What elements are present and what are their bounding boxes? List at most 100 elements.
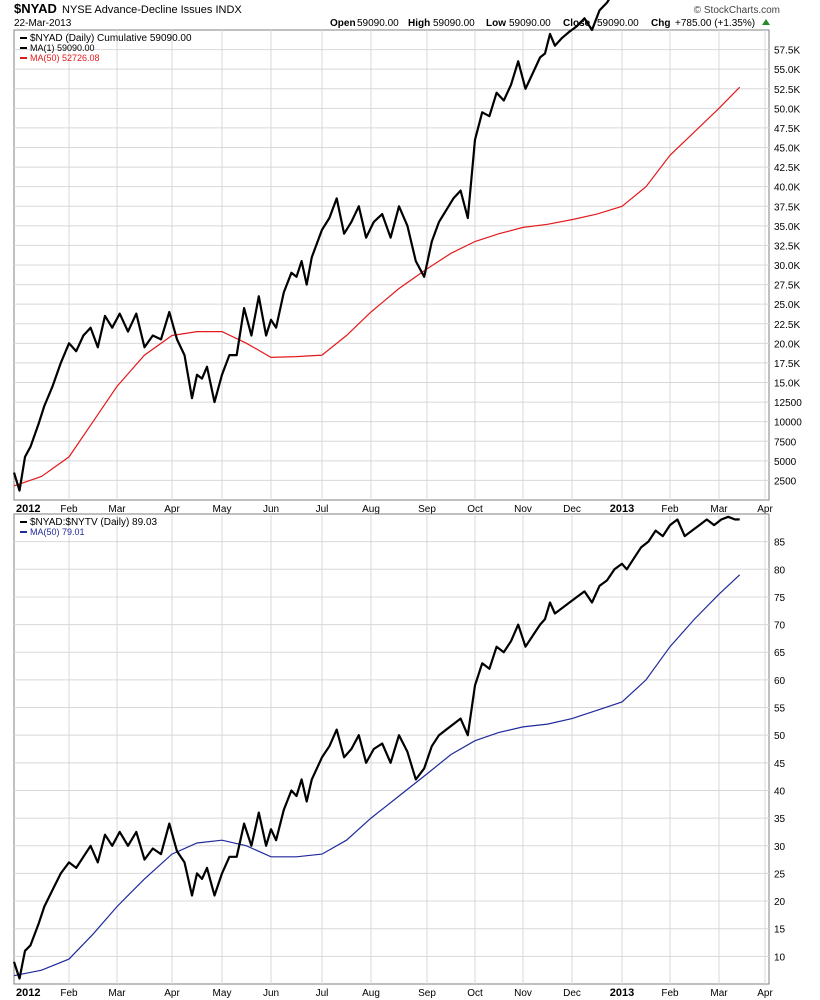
open-value: 59090.00 <box>357 18 399 29</box>
bottom-x-tick-6: Jul <box>316 988 329 999</box>
bottom-y-tick-7: 45 <box>774 759 786 770</box>
top-x-tick-4: May <box>213 504 232 515</box>
close-value: 59090.00 <box>597 18 639 29</box>
top-y-tick-17: 45.0K <box>774 144 800 155</box>
top-y-tick-0: 2500 <box>774 476 797 487</box>
high-label: High <box>408 18 430 29</box>
bottom-y-tick-0: 10 <box>774 952 786 963</box>
top-nyad-line <box>12 0 610 492</box>
top-x-tick-6: Jul <box>316 504 329 515</box>
legend-nyad: $NYAD (Daily) Cumulative 59090.00 <box>30 33 192 44</box>
bottom-x-tick-3: Apr <box>164 988 180 999</box>
bottom-y-tick-5: 35 <box>774 814 786 825</box>
chg-label: Chg <box>651 18 670 29</box>
top-y-tick-2: 7500 <box>774 437 797 448</box>
bottom-y-tick-4: 30 <box>774 842 786 853</box>
top-y-tick-19: 50.0K <box>774 104 800 115</box>
top-horizontal-grid <box>14 49 769 481</box>
top-y-tick-15: 40.0K <box>774 183 800 194</box>
legend-ma1: MA(1) 59090.00 <box>30 43 95 53</box>
top-y-tick-4: 12500 <box>774 398 802 409</box>
top-x-tick-7: Aug <box>362 504 380 515</box>
bottom-x-tick-7: Aug <box>362 988 380 999</box>
top-y-tick-1: 5000 <box>774 457 797 468</box>
top-x-tick-5: Jun <box>263 504 279 515</box>
top-ma50-line <box>13 86 741 487</box>
bottom-x-tick-13: Feb <box>661 988 679 999</box>
bottom-panel: 10 15 20 25 30 35 40 45 50 55 60 65 70 75 80 85 $NYAD:$… <box>12 513 786 999</box>
top-x-tick-11: Dec <box>563 504 581 515</box>
bottom-x-tick-8: Sep <box>418 988 436 999</box>
bottom-x-tick-14: Mar <box>710 988 728 999</box>
top-x-tick-13: Feb <box>661 504 679 515</box>
symbol-description: NYSE Advance-Decline Issues INDX <box>62 4 242 16</box>
low-value: 59090.00 <box>509 18 551 29</box>
top-y-tick-16: 42.5K <box>774 163 800 174</box>
top-y-tick-14: 37.5K <box>774 202 800 213</box>
top-x-tick-1: Feb <box>60 504 78 515</box>
bottom-x-tick-1: Feb <box>60 988 78 999</box>
top-y-tick-13: 35.0K <box>774 222 800 233</box>
top-x-tick-3: Apr <box>164 504 180 515</box>
top-x-tick-10: Nov <box>514 504 532 515</box>
legend-ratio: $NYAD:$NYTV (Daily) 89.03 <box>30 517 158 528</box>
top-y-tick-9: 25.0K <box>774 300 800 311</box>
top-panel: 2500 5000 7500 10000 12500 15.0K 17.5K 20.0K 22.… <box>12 0 802 515</box>
bottom-y-tick-12: 70 <box>774 621 786 632</box>
top-x-tick-8: Sep <box>418 504 436 515</box>
legend-ma50-bottom: MA(50) 79.01 <box>30 527 85 537</box>
close-label: Close <box>563 18 591 29</box>
bottom-y-tick-10: 60 <box>774 676 786 687</box>
bottom-y-tick-14: 80 <box>774 565 786 576</box>
top-y-tick-3: 10000 <box>774 418 802 429</box>
legend-ma50: MA(50) 52726.08 <box>30 53 100 63</box>
bottom-y-tick-labels: 10 15 20 25 30 35 40 45 50 55 60 65 70 75 80 85 <box>774 538 786 964</box>
bottom-x-tick-15: Apr <box>757 988 773 999</box>
bottom-y-tick-6: 40 <box>774 786 786 797</box>
bottom-y-tick-8: 50 <box>774 731 786 742</box>
bottom-panel-frame <box>13 513 770 985</box>
bottom-ma50-line <box>13 574 741 977</box>
copyright-text: © StockCharts.com <box>694 5 780 16</box>
bottom-y-tick-9: 55 <box>774 704 786 715</box>
bottom-y-tick-3: 25 <box>774 869 786 880</box>
bottom-x-tick-0: 2012 <box>16 987 40 999</box>
top-x-tick-14: Mar <box>710 504 728 515</box>
top-y-tick-8: 22.5K <box>774 320 800 331</box>
top-y-tick-7: 20.0K <box>774 339 800 350</box>
chg-value: +785.00 (+1.35%) <box>675 18 755 29</box>
bottom-x-tick-labels: 2012 Feb Mar Apr May Jun Jul Aug Sep Oct Nov Dec 201… <box>16 987 773 999</box>
bottom-legend: $NYAD:$NYTV (Daily) 89.03 MA(50) 79.01 <box>20 517 158 537</box>
bottom-x-tick-2: Mar <box>108 988 126 999</box>
bottom-horizontal-grid <box>14 541 769 957</box>
ohlc-readout: Open 59090.00 High 59090.00 Low 59090.00… <box>330 18 770 29</box>
top-x-tick-9: Oct <box>467 504 483 515</box>
low-label: Low <box>486 18 506 29</box>
top-y-tick-21: 55.0K <box>774 65 800 76</box>
chart-date: 22-Mar-2013 <box>14 18 72 29</box>
bottom-x-tick-12: 2013 <box>610 987 634 999</box>
open-label: Open <box>330 18 356 29</box>
bottom-y-tick-15: 85 <box>774 538 786 549</box>
top-x-tick-0: 2012 <box>16 503 40 515</box>
bottom-x-tick-5: Jun <box>263 988 279 999</box>
top-y-tick-6: 17.5K <box>774 359 800 370</box>
top-x-tick-labels: 2012 Feb Mar Apr May Jun Jul Aug Sep Oct Nov Dec 201… <box>16 503 773 515</box>
bottom-y-tick-13: 75 <box>774 593 786 604</box>
top-x-tick-12: 2013 <box>610 503 634 515</box>
bottom-x-tick-11: Dec <box>563 988 581 999</box>
top-y-tick-labels: 2500 5000 7500 10000 12500 15.0K 17.5K 20.0K 22.… <box>774 46 802 488</box>
top-y-tick-10: 27.5K <box>774 281 800 292</box>
top-y-tick-11: 30.0K <box>774 261 800 272</box>
bottom-y-tick-11: 65 <box>774 648 786 659</box>
top-x-tick-15: Apr <box>757 504 773 515</box>
bottom-y-tick-1: 15 <box>774 925 786 936</box>
top-legend: $NYAD (Daily) Cumulative 59090.00 MA(1) … <box>20 33 192 63</box>
symbol-title: $NYAD <box>14 1 57 16</box>
top-y-tick-12: 32.5K <box>774 241 800 252</box>
bottom-x-tick-10: Nov <box>514 988 532 999</box>
bottom-vertical-grid <box>68 514 766 984</box>
bottom-y-tick-2: 20 <box>774 897 786 908</box>
top-y-tick-20: 52.5K <box>774 85 800 96</box>
